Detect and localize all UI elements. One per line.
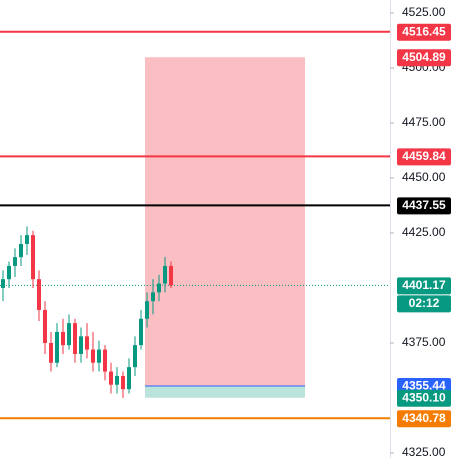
position-label: 4350.10 <box>402 390 446 404</box>
candle-body <box>25 235 29 244</box>
countdown-label: 02:12 <box>409 296 440 310</box>
candle-body <box>55 331 59 363</box>
candle-body <box>133 345 137 368</box>
candle-body <box>121 375 125 390</box>
candle-body <box>1 279 5 288</box>
stop-zone <box>145 57 305 386</box>
candle-body <box>127 367 131 390</box>
candle-body <box>43 309 47 343</box>
candle-body <box>139 318 143 346</box>
y-tick-label: 4325.00 <box>402 445 446 458</box>
candle-body <box>31 235 35 280</box>
position-label-box <box>397 49 451 67</box>
countdown-label-box <box>397 295 451 313</box>
candle-body <box>49 342 53 363</box>
candle-body <box>73 323 77 354</box>
candle-body <box>115 375 119 385</box>
candle-body <box>157 283 161 293</box>
level-label-box <box>397 410 451 428</box>
level-label-box <box>397 23 451 41</box>
level-label: 4516.45 <box>402 24 446 38</box>
y-tick-label: 4425.00 <box>402 225 446 239</box>
position-label: 4355.44 <box>402 379 446 393</box>
candle-body <box>103 349 107 372</box>
position-label-box <box>397 389 451 407</box>
y-tick-label: 4525.00 <box>402 5 446 19</box>
candle-body <box>145 301 149 319</box>
candle-body <box>61 331 65 346</box>
candle-body <box>37 279 41 310</box>
current-price-label-box <box>397 277 451 295</box>
position-label: 4504.89 <box>402 50 446 64</box>
candle-body <box>19 243 23 258</box>
candle-body <box>13 257 17 266</box>
candle-body <box>85 336 89 350</box>
target-zone <box>145 385 305 398</box>
candle-body <box>151 292 155 302</box>
candle-body <box>79 336 83 354</box>
level-label-box <box>397 148 451 166</box>
level-label: 4437.55 <box>402 198 446 212</box>
candle-body <box>109 371 113 385</box>
candle-body <box>169 265 173 286</box>
y-tick-label: 4375.00 <box>402 335 446 349</box>
candle-body <box>97 349 101 363</box>
current-price-label: 4401.17 <box>402 278 446 292</box>
level-label: 4459.84 <box>402 149 446 163</box>
candle-body <box>163 265 167 284</box>
candle-body <box>91 349 95 363</box>
y-tick-label: 4475.00 <box>402 115 446 129</box>
candle-body <box>7 265 11 280</box>
y-tick-label: 4450.00 <box>402 170 446 184</box>
level-label-box <box>397 197 451 215</box>
candle-body <box>67 323 71 346</box>
level-label: 4340.78 <box>402 411 446 425</box>
